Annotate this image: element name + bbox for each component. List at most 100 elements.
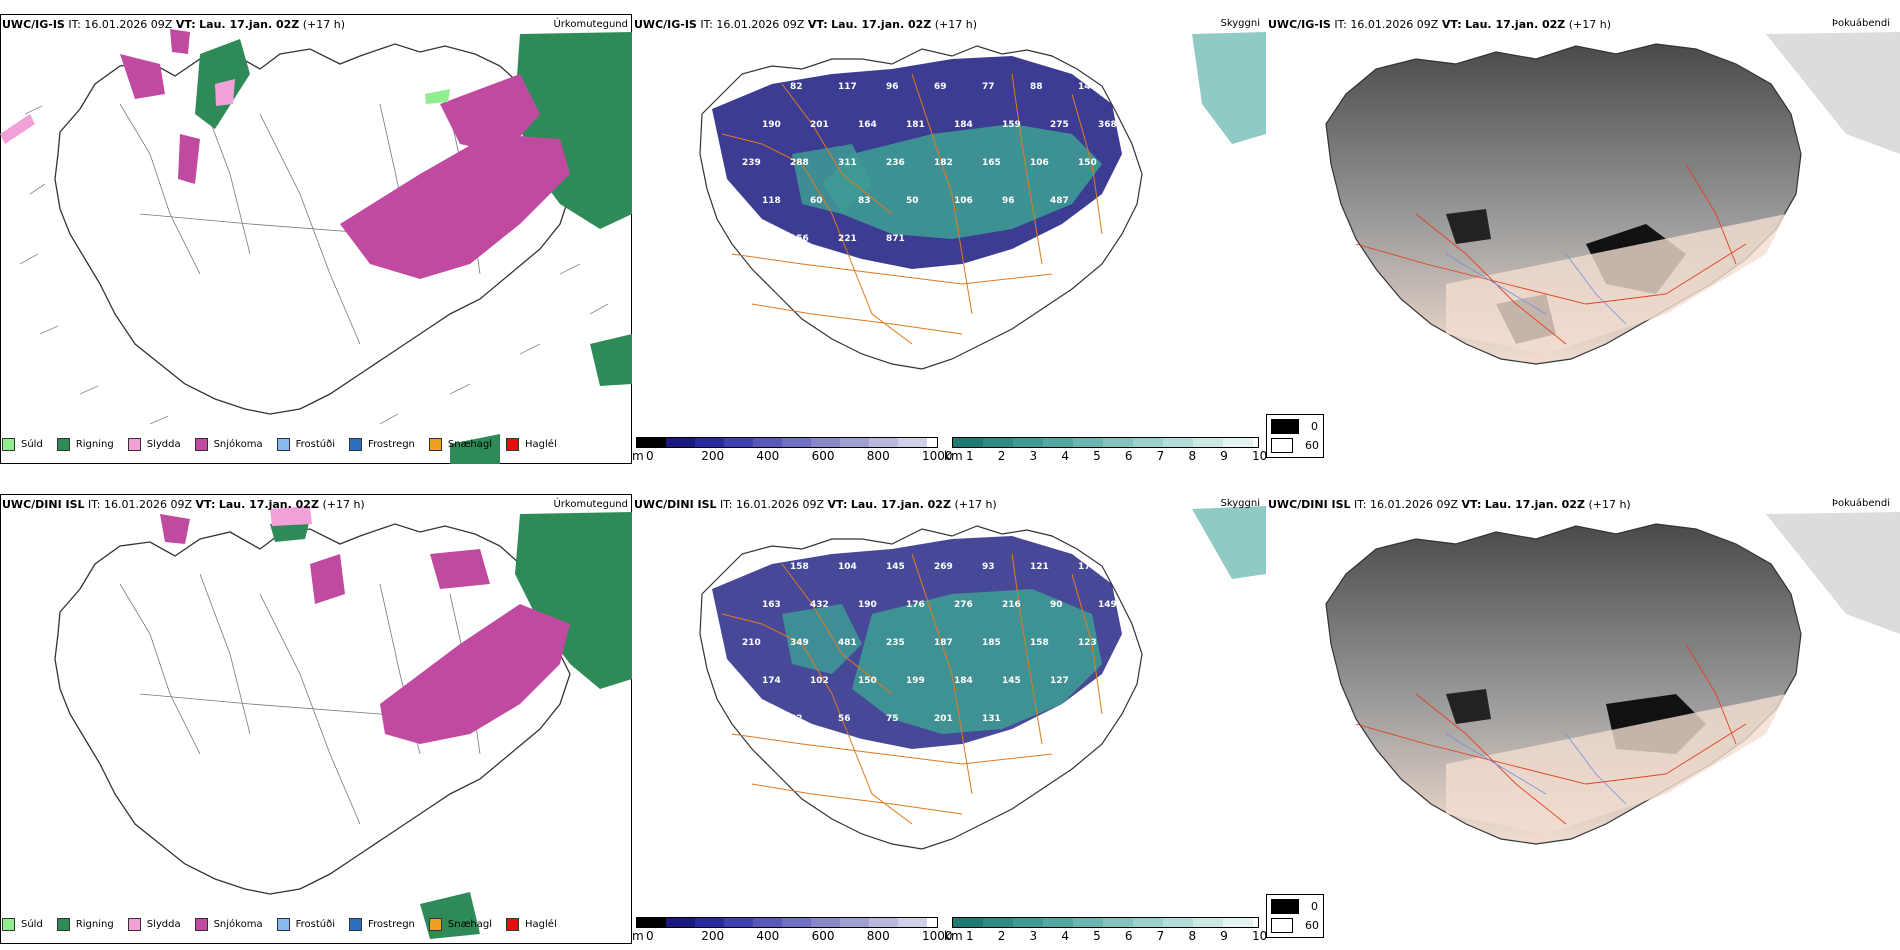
vt-value: Lau. 17.jan. 02Z	[1465, 18, 1566, 31]
precip-legend-label: Haglél	[525, 439, 557, 450]
colorbar-block	[666, 918, 695, 927]
colorbar-block	[953, 438, 983, 447]
precip-legend-item: Frostregn	[349, 438, 415, 451]
cloud-base-label: 187	[934, 638, 953, 648]
colorbar-tick-label: 9	[1220, 449, 1228, 463]
colorbar-block	[840, 918, 869, 927]
cloud-base-label: 221	[838, 234, 857, 244]
colorbar-tick-label: 6	[1124, 929, 1133, 943]
cloud-base-label: 159	[1002, 120, 1021, 130]
precip-legend-item: Rigning	[56, 438, 114, 451]
colorbar-tick-label: 5	[1093, 449, 1101, 463]
cloud-base-label: 69	[934, 82, 947, 92]
colorbar-block	[869, 438, 898, 447]
colorbar-block	[637, 918, 666, 927]
colorbar-tick-label: 1	[966, 449, 974, 463]
colorbar-tick-label: 2	[997, 929, 1006, 943]
cloud-base-label: 93	[982, 562, 995, 572]
colorbar-block	[1163, 438, 1193, 447]
cloud-base-label: 106	[954, 196, 973, 206]
cloud-base-label: 190	[858, 600, 877, 610]
precip-legend-label: Slydda	[146, 919, 181, 930]
precip-legend-label: Slydda	[146, 439, 181, 450]
colorbar-block	[1133, 438, 1163, 447]
colorbar-block	[811, 918, 840, 927]
precip-legend-item: Haglél	[506, 918, 557, 931]
colorbar-block	[1073, 918, 1103, 927]
precip-legend-label: Súld	[21, 919, 43, 930]
colorbar-tick-label: 4	[1061, 929, 1069, 943]
model-name: UWC/DINI ISL	[634, 498, 717, 511]
cloud-base-label: 269	[934, 562, 953, 572]
cloud-base-label: 106	[1030, 158, 1049, 168]
precip-swatch	[127, 438, 141, 451]
fog-legend-item: 60	[1271, 918, 1319, 933]
precip-legend-item: Frostregn	[349, 918, 415, 931]
cloud-base-label: 182	[934, 158, 953, 168]
fog-legend-top: 0 60	[1266, 414, 1324, 458]
colorbar-block	[782, 918, 811, 927]
vt-label: VT:	[1461, 498, 1482, 511]
lead-time: (+17 h)	[954, 498, 997, 511]
colorbar-unit: km	[944, 449, 963, 463]
fog-legend-item: 60	[1271, 438, 1319, 453]
fog-legend-label: 60	[1305, 439, 1319, 452]
precip-legend-label: Snæhagl	[447, 919, 493, 930]
cloud-base-label: 96	[1002, 196, 1015, 206]
colorbar-block	[637, 438, 666, 447]
precip-title: Úrkomutegund	[553, 499, 628, 510]
fog-panel-top: UWC/IG-IS IT: 16.01.2026 09Z VT: Lau. 17…	[1266, 14, 1900, 464]
cloud-base-label: 871	[886, 234, 905, 244]
precip-legend-bottom: Súld Rigning Slydda Snjókoma Frostúði Frostre…	[2, 918, 571, 931]
cloud-base-label: 210	[742, 638, 761, 648]
fog-swatch-1	[1271, 438, 1293, 453]
colorbar-block	[1223, 918, 1253, 927]
colorbar-block	[811, 438, 840, 447]
cloud-base-label: 201	[810, 120, 829, 130]
colorbar-tick-label: 6	[1124, 449, 1133, 463]
cloud-base-label: 236	[886, 158, 905, 168]
vt-label: VT:	[827, 498, 848, 511]
cloud-base-label: 201	[934, 714, 953, 724]
vt-value: Lau. 17.jan. 02Z	[218, 498, 319, 511]
visibility-blocks	[952, 437, 1259, 448]
cloud-base-label: 311	[838, 158, 857, 168]
cloud-base-label: 288	[790, 158, 809, 168]
colorbar-block	[782, 438, 811, 447]
colorbar-block	[1013, 918, 1043, 927]
colorbar-block	[1013, 438, 1043, 447]
precip-swatch	[56, 918, 70, 931]
colorbar-block	[666, 438, 695, 447]
precip-panel-bottom: UWC/DINI ISL IT: 16.01.2026 09Z VT: Lau.…	[0, 494, 632, 944]
cloud-base-label: 275	[1050, 120, 1069, 130]
model-name: UWC/DINI ISL	[1268, 498, 1351, 511]
colorbar-block	[898, 918, 927, 927]
fog-title: Þokuábendi	[1831, 18, 1890, 29]
it-label: IT:	[700, 18, 713, 31]
cloud-base-label: 349	[790, 638, 809, 648]
precip-legend-label: Frostregn	[368, 439, 415, 450]
it-value: 16.01.2026 09Z	[104, 498, 193, 511]
it-label: IT:	[720, 498, 733, 511]
precip-legend-item: Snjókoma	[194, 918, 263, 931]
precip-legend-label: Snæhagl	[447, 439, 493, 450]
cloud-base-label: 82	[790, 82, 803, 92]
cloud-base-label: 184	[954, 676, 973, 686]
precip-legend-label: Frostúði	[295, 439, 335, 450]
vt-label: VT:	[807, 18, 828, 31]
it-value: 16.01.2026 09Z	[736, 498, 825, 511]
cloud-base-label: 163	[762, 600, 781, 610]
fog-swatch-1	[1271, 918, 1293, 933]
cloud-base-label: 235	[886, 638, 905, 648]
precip-legend-label: Snjókoma	[213, 439, 263, 450]
it-value: 16.01.2026 09Z	[84, 18, 173, 31]
precip-swatch	[194, 918, 208, 931]
colorbar-block	[1043, 918, 1073, 927]
cloud-base-label: 165	[982, 158, 1001, 168]
cloud-base-label: 487	[1050, 196, 1069, 206]
colorbar-unit: m	[632, 929, 644, 943]
colorbar-tick-label: 5	[1093, 929, 1101, 943]
cloud-base-label: 82	[790, 714, 803, 724]
vt-label: VT:	[1441, 18, 1462, 31]
colorbar-block	[840, 438, 869, 447]
